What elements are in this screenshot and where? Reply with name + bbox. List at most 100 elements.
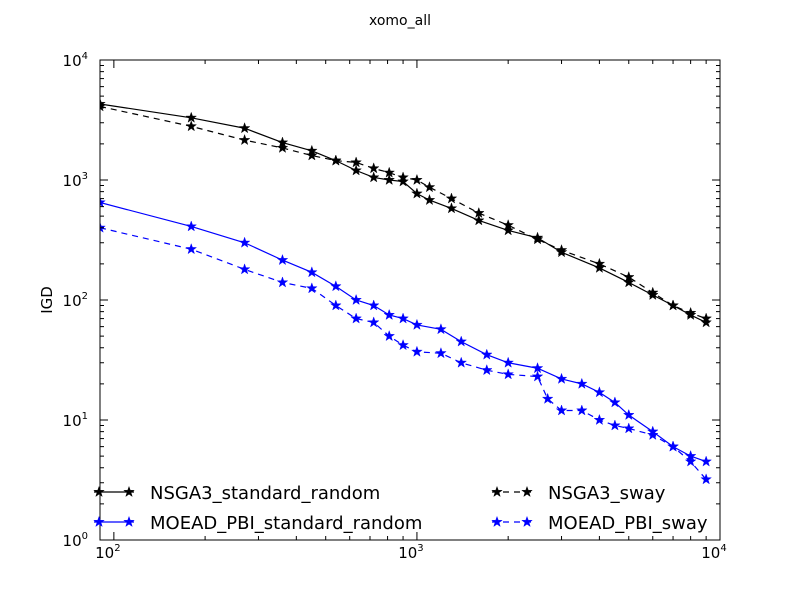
data-point-star xyxy=(455,356,468,368)
data-point-star xyxy=(502,356,514,368)
data-point-star xyxy=(238,263,251,275)
data-point-star xyxy=(397,312,409,324)
data-point-star xyxy=(667,440,679,452)
legend-label: NSGA3_sway xyxy=(548,483,666,504)
y-tick-label: 104 xyxy=(63,51,88,70)
data-point-star xyxy=(185,220,198,232)
data-point-star xyxy=(622,408,635,420)
data-point-star xyxy=(609,396,621,408)
data-point-star xyxy=(684,455,697,467)
data-point-star xyxy=(383,308,396,320)
legend-item-1: NSGA3_sway xyxy=(491,483,666,504)
legend-star xyxy=(491,515,503,527)
data-point-star xyxy=(100,221,106,233)
data-point-star xyxy=(350,293,362,305)
legend-label: MOEAD_PBI_sway xyxy=(548,513,708,534)
data-point-star xyxy=(593,413,606,425)
data-point-star xyxy=(100,196,106,208)
legend: NSGA3_standard_random MOEAD_PBI_standard_… xyxy=(93,483,708,534)
data-point-star xyxy=(350,164,362,176)
data-point-star xyxy=(646,428,659,440)
legend-star xyxy=(521,515,533,527)
data-point-star xyxy=(423,181,436,193)
data-point-star xyxy=(622,422,635,434)
y-axis-label: IGD xyxy=(38,286,56,314)
legend-label: MOEAD_PBI_standard_random xyxy=(150,513,422,534)
legend-item-3: MOEAD_PBI_sway xyxy=(491,513,708,534)
data-point-star xyxy=(397,339,409,351)
plot-area xyxy=(100,97,712,485)
data-point-star xyxy=(555,372,568,384)
x-tick-label: 102 xyxy=(95,543,120,562)
data-point-star xyxy=(383,166,396,178)
data-point-star xyxy=(306,149,318,161)
data-point-star xyxy=(700,312,712,324)
series-1 xyxy=(100,100,712,324)
data-point-star xyxy=(622,271,635,283)
legend-star xyxy=(521,485,533,497)
axis-ticks: 102 103 104 100 101 102 103 104 xyxy=(63,51,727,562)
data-point-star xyxy=(306,266,318,278)
legend-star xyxy=(491,485,503,497)
data-point-star xyxy=(445,202,458,214)
data-point-star xyxy=(350,312,362,324)
data-point-star xyxy=(397,171,409,183)
data-point-star xyxy=(411,318,423,330)
data-point-star xyxy=(238,122,251,134)
data-point-star xyxy=(531,362,544,374)
data-point-star xyxy=(480,364,493,376)
data-point-star xyxy=(383,173,396,185)
data-point-star xyxy=(541,392,554,404)
data-point-star xyxy=(593,386,606,398)
data-point-star xyxy=(423,193,436,206)
data-point-star xyxy=(306,282,318,294)
data-point-star xyxy=(609,419,621,431)
data-point-star xyxy=(367,316,380,328)
data-point-star xyxy=(383,330,396,342)
data-point-star xyxy=(185,243,198,255)
data-point-star xyxy=(593,257,606,269)
data-point-star xyxy=(531,233,544,245)
data-point-star xyxy=(455,335,468,347)
x-tick-label: 103 xyxy=(398,543,423,562)
data-point-star xyxy=(411,187,423,199)
data-point-star xyxy=(700,316,712,328)
data-point-star xyxy=(445,192,458,204)
chart-title: xomo_all xyxy=(369,13,431,29)
data-point-star xyxy=(330,280,342,292)
data-point-star xyxy=(276,141,289,153)
x-tick-label: 104 xyxy=(701,543,726,562)
data-point-star xyxy=(700,473,712,485)
legend-item-2: MOEAD_PBI_standard_random xyxy=(93,513,422,534)
data-point-star xyxy=(411,345,423,357)
series-3 xyxy=(100,221,712,485)
y-tick-label: 100 xyxy=(63,531,88,550)
legend-item-0: NSGA3_standard_random xyxy=(93,483,380,504)
data-point-star xyxy=(531,370,544,382)
data-point-star xyxy=(480,348,493,360)
series-line xyxy=(100,227,707,480)
data-point-star xyxy=(667,299,679,311)
data-point-star xyxy=(555,404,568,416)
y-tick-label: 103 xyxy=(63,171,88,190)
data-point-star xyxy=(576,404,588,416)
data-point-star xyxy=(435,347,447,359)
data-point-star xyxy=(700,455,712,467)
data-point-star xyxy=(330,299,342,311)
data-point-star xyxy=(646,286,659,298)
data-point-star xyxy=(622,276,635,288)
data-point-star xyxy=(276,254,289,266)
legend-star xyxy=(123,485,135,497)
data-point-star xyxy=(397,175,409,187)
data-point-star xyxy=(238,236,251,248)
legend-star xyxy=(123,515,135,527)
legend-star xyxy=(93,485,105,497)
data-point-star xyxy=(100,100,106,112)
data-point-star xyxy=(238,133,251,146)
data-point-star xyxy=(435,323,447,335)
data-point-star xyxy=(276,276,289,288)
data-point-star xyxy=(684,306,697,318)
data-point-star xyxy=(330,154,342,166)
